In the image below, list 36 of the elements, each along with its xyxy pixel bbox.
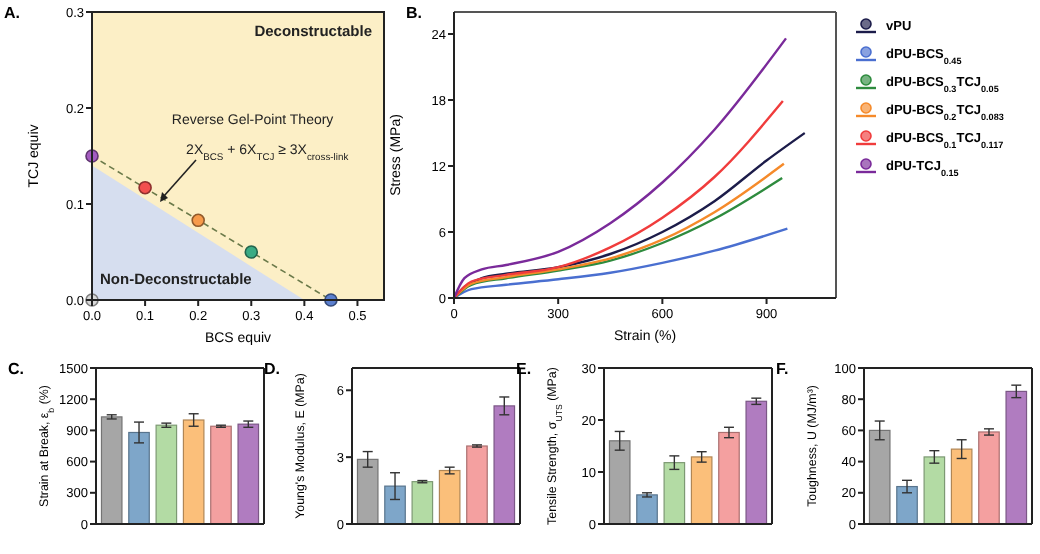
bar (868, 429, 891, 525)
bar (411, 481, 434, 525)
bar (1005, 390, 1028, 525)
bar (182, 419, 205, 525)
bar (978, 431, 1000, 525)
bar (466, 445, 488, 525)
line-series (452, 99, 785, 300)
chart-title: F. (776, 360, 789, 378)
bar (210, 425, 232, 525)
line-series (452, 37, 788, 300)
bar (950, 448, 973, 525)
bar (636, 494, 658, 525)
bar (128, 431, 150, 525)
bar (718, 431, 740, 525)
bar (923, 456, 946, 525)
chart-title: A. (4, 4, 20, 22)
bar (896, 485, 918, 525)
line-series (452, 227, 789, 300)
bar (690, 456, 713, 525)
bar (384, 485, 406, 525)
bar (237, 423, 260, 525)
bar (745, 400, 768, 525)
bar (663, 462, 686, 525)
bar (155, 424, 178, 525)
bar (100, 416, 123, 525)
chart-title: B. (406, 4, 422, 22)
point (244, 245, 259, 259)
bar (356, 458, 379, 525)
point (138, 180, 152, 195)
point (191, 213, 205, 228)
chart-title: E. (516, 360, 532, 378)
bar (438, 469, 461, 525)
bar (608, 440, 631, 525)
chart-title: C. (8, 360, 24, 378)
bar (493, 405, 516, 525)
chart-title: D. (264, 360, 280, 378)
